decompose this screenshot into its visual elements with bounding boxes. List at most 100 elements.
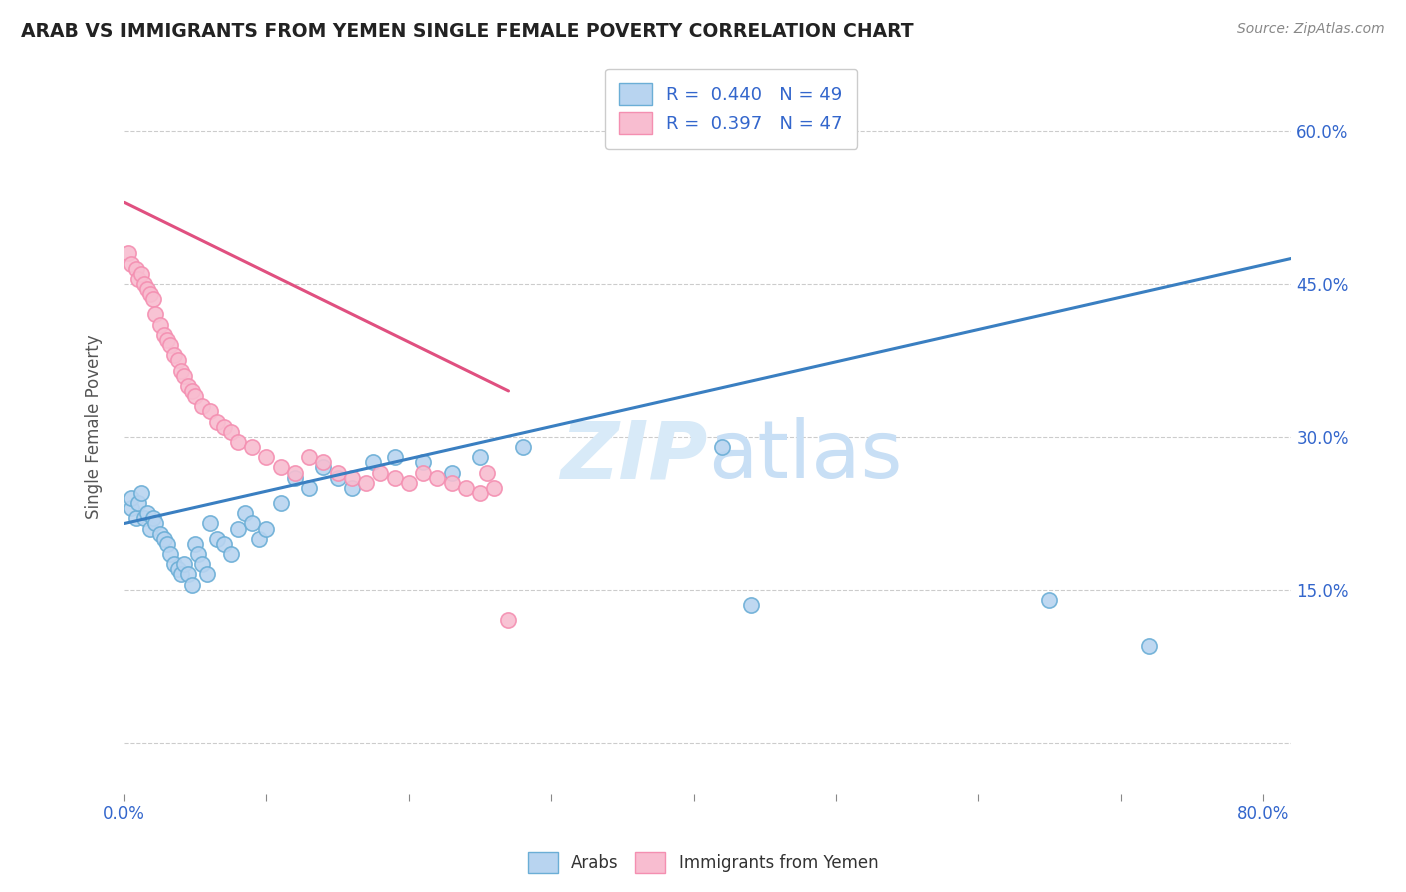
Point (120, 491, 142, 505)
Point (167, 353, 190, 368)
Point (384, 450, 406, 465)
Point (170, 363, 193, 377)
Point (440, 475, 463, 490)
Point (156, 333, 179, 347)
Point (256, 450, 278, 465)
Point (340, 470, 363, 484)
Point (170, 567, 193, 582)
Point (129, 486, 152, 500)
Point (135, 506, 157, 520)
Point (198, 516, 221, 531)
Point (740, 598, 762, 612)
Point (512, 440, 534, 454)
Point (156, 537, 179, 551)
Point (468, 486, 491, 500)
Point (191, 558, 214, 572)
Point (384, 470, 406, 484)
Point (124, 261, 146, 276)
Point (145, 516, 167, 531)
Point (184, 389, 207, 403)
Point (247, 532, 270, 546)
Point (163, 348, 186, 362)
Point (117, 246, 139, 260)
Point (159, 547, 181, 561)
Point (412, 455, 434, 469)
Point (270, 496, 292, 510)
Point (412, 466, 434, 480)
Legend: Arabs, Immigrants from Yemen: Arabs, Immigrants from Yemen (522, 846, 884, 880)
Text: Source: ZipAtlas.com: Source: ZipAtlas.com (1237, 22, 1385, 37)
Point (159, 338, 181, 352)
Point (120, 501, 142, 516)
Point (284, 470, 307, 484)
Point (195, 567, 218, 582)
Point (256, 522, 278, 536)
Point (454, 481, 477, 495)
Y-axis label: Single Female Poverty: Single Female Poverty (86, 334, 103, 519)
Point (219, 547, 242, 561)
Point (135, 282, 157, 296)
Point (127, 272, 149, 286)
Point (127, 496, 149, 510)
Text: atlas: atlas (707, 417, 903, 495)
Point (426, 470, 449, 484)
Point (354, 475, 377, 490)
Point (153, 327, 176, 342)
Point (284, 466, 307, 480)
Point (205, 415, 228, 429)
Point (270, 460, 292, 475)
Point (124, 511, 146, 525)
Point (226, 522, 249, 536)
Point (173, 368, 195, 383)
Point (205, 532, 228, 546)
Point (191, 399, 214, 413)
Point (167, 562, 190, 576)
Point (312, 460, 335, 475)
Point (212, 419, 235, 434)
Point (187, 547, 209, 561)
Point (484, 481, 506, 495)
Point (298, 481, 321, 495)
Point (198, 404, 221, 418)
Point (142, 511, 165, 525)
Point (212, 537, 235, 551)
Point (233, 506, 256, 520)
Point (177, 379, 200, 393)
Point (1038, 593, 1060, 607)
Point (181, 384, 204, 398)
Point (475, 466, 498, 480)
Point (498, 613, 520, 627)
Point (468, 450, 491, 465)
Point (145, 308, 167, 322)
Point (153, 532, 176, 546)
Point (149, 318, 172, 332)
Point (139, 522, 162, 536)
Point (120, 256, 142, 270)
Point (711, 440, 734, 454)
Point (1137, 639, 1160, 653)
Point (398, 475, 420, 490)
Point (361, 455, 384, 469)
Point (298, 450, 321, 465)
Point (240, 516, 263, 531)
Point (177, 567, 200, 582)
Point (326, 470, 349, 484)
Point (440, 466, 463, 480)
Point (129, 267, 152, 281)
Legend: R =  0.440   N = 49, R =  0.397   N = 47: R = 0.440 N = 49, R = 0.397 N = 47 (605, 69, 858, 149)
Point (142, 292, 165, 306)
Point (181, 577, 204, 591)
Point (370, 466, 392, 480)
Point (173, 558, 195, 572)
Point (184, 537, 207, 551)
Point (163, 558, 186, 572)
Point (326, 466, 349, 480)
Point (240, 440, 263, 454)
Point (149, 526, 172, 541)
Point (340, 481, 363, 495)
Point (139, 287, 162, 301)
Text: ARAB VS IMMIGRANTS FROM YEMEN SINGLE FEMALE POVERTY CORRELATION CHART: ARAB VS IMMIGRANTS FROM YEMEN SINGLE FEM… (21, 22, 914, 41)
Point (312, 455, 335, 469)
Point (219, 425, 242, 439)
Text: ZIP: ZIP (561, 417, 707, 495)
